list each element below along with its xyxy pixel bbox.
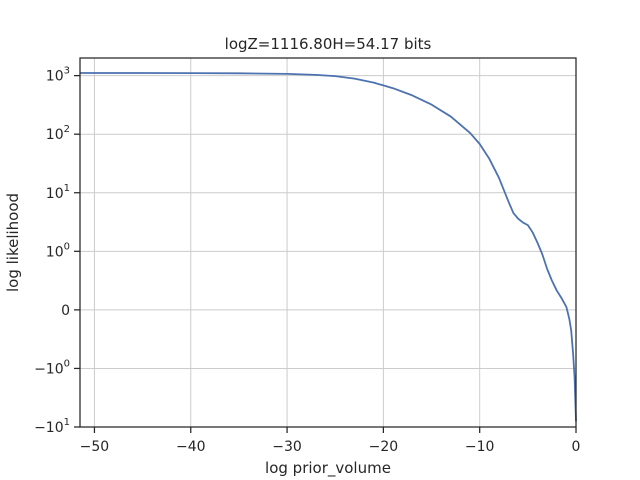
y-tick-exponent: 1 [64,183,70,194]
x-axis-label: log prior_volume [265,459,391,478]
x-tick-label: −30 [272,439,302,455]
y-tick-label: −101 [34,417,70,436]
axis-ticks [74,75,577,433]
y-tick-base: 0 [61,303,70,319]
y-tick-exponent: 0 [64,241,70,252]
grid [80,58,577,428]
x-tick-label: −40 [176,439,206,455]
y-tick-label: 102 [46,124,70,143]
y-tick-base: −10 [34,361,64,377]
y-tick-label: 0 [61,303,70,319]
y-tick-base: 10 [46,244,64,260]
y-tick-exponent: 3 [64,66,70,77]
y-tick-base: −10 [34,420,64,436]
y-tick-label: 100 [46,241,70,260]
x-axis-tick-labels: −50 −40 −30 −20 −10 0 [80,439,581,455]
x-tick-label: 0 [572,439,581,455]
y-tick-base: 10 [46,127,64,143]
y-tick-base: 10 [46,69,64,85]
y-tick-exponent: 1 [64,417,70,428]
y-tick-base: 10 [46,186,64,202]
y-tick-label: 101 [46,183,70,202]
x-tick-label: −20 [369,439,399,455]
y-tick-exponent: 0 [64,358,70,369]
plot-frame [79,57,577,428]
log-likelihood-series-line [80,72,577,422]
x-tick-label: −10 [465,439,495,455]
y-tick-label: −100 [34,358,70,377]
y-tick-exponent: 2 [64,124,70,135]
x-tick-label: −50 [80,439,110,455]
y-tick-label: 103 [46,66,70,85]
chart-title: logZ=1116.80H=54.17 bits [225,35,432,53]
y-axis-label: log likelihood [4,193,22,292]
